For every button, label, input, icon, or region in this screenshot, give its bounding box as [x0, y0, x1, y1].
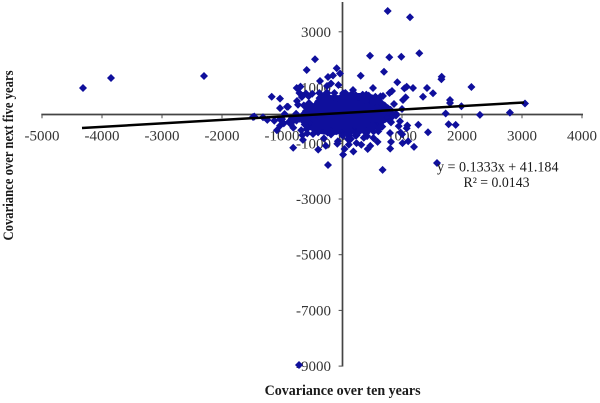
svg-text:3000: 3000 [301, 25, 331, 41]
svg-text:-9000: -9000 [296, 359, 331, 375]
svg-text:-5000: -5000 [25, 129, 60, 145]
svg-text:Covariance over ten years: Covariance over ten years [265, 383, 421, 399]
svg-text:2000: 2000 [447, 129, 477, 145]
svg-text:4000: 4000 [567, 129, 597, 145]
svg-text:-2000: -2000 [205, 129, 240, 145]
svg-text:Covariance over next five year: Covariance over next five years [1, 70, 17, 240]
svg-text:-4000: -4000 [85, 129, 120, 145]
svg-text:3000: 3000 [507, 129, 537, 145]
svg-text:-5000: -5000 [296, 248, 331, 264]
svg-text:-3000: -3000 [145, 129, 180, 145]
svg-text:-3000: -3000 [296, 192, 331, 208]
svg-text:R² = 0.0143: R² = 0.0143 [464, 175, 530, 191]
svg-text:-1000: -1000 [265, 129, 300, 145]
svg-text:y = 0.1333x + 41.184: y = 0.1333x + 41.184 [437, 160, 559, 176]
svg-text:-7000: -7000 [296, 303, 331, 319]
